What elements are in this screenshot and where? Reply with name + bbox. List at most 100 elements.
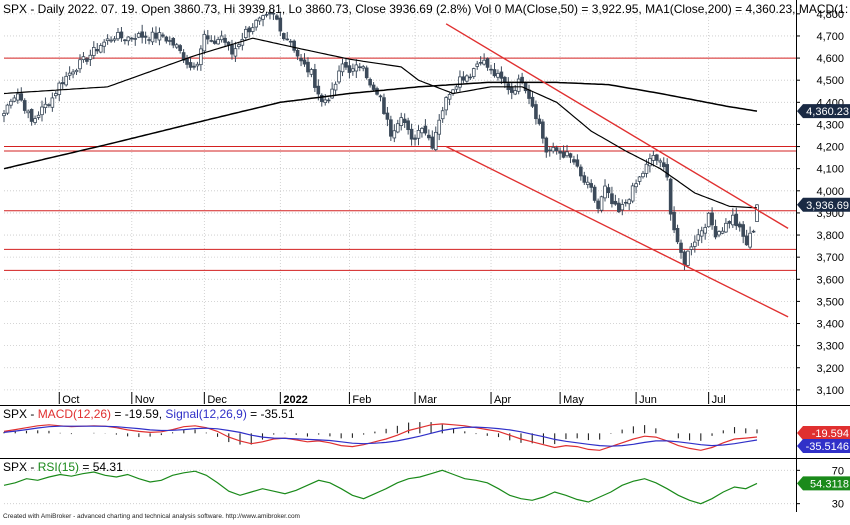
candle-body (226, 41, 231, 46)
candle-body (192, 65, 196, 68)
candle-body (734, 213, 739, 227)
candle-body (5, 104, 10, 114)
candle-body (568, 153, 573, 158)
candle-body (344, 62, 348, 68)
candle-body (199, 48, 203, 66)
date-tick-label: Dec (207, 394, 227, 406)
candle-body (748, 232, 752, 248)
candle-body (592, 186, 597, 201)
candle-body (47, 104, 51, 106)
candle-body (254, 19, 258, 28)
candle-body (281, 33, 286, 40)
candle-body (237, 44, 241, 47)
candle-body (737, 223, 742, 228)
candle-body (527, 89, 531, 99)
candle-body (579, 166, 583, 177)
candle-body (43, 103, 48, 108)
price-tick-label: 3,600 (816, 274, 844, 286)
candle-body (74, 69, 79, 73)
candle-body (606, 187, 611, 194)
price-tick-label: 3,500 (816, 296, 844, 308)
candle-body (71, 71, 75, 75)
candle-body (475, 63, 480, 67)
candle-body (630, 185, 635, 202)
candle-body (427, 134, 431, 139)
candle-body (130, 37, 134, 40)
candle-body (333, 83, 338, 91)
candle-body (364, 67, 369, 79)
candle-body (212, 40, 217, 44)
candle-body (482, 59, 486, 65)
candle-body (323, 99, 328, 103)
candle-body (440, 110, 445, 120)
candle-body (516, 78, 521, 92)
candle-body (116, 32, 120, 40)
candle-body (727, 221, 732, 224)
macd-value-tag: -19.594 (797, 426, 850, 440)
candle-body (613, 200, 618, 205)
date-tick-label: May (563, 394, 584, 406)
candle-body (95, 49, 100, 52)
candle-body (544, 137, 549, 153)
candle-body (665, 164, 669, 178)
candle-body (268, 11, 272, 15)
candle-body (717, 231, 721, 236)
candle-body (337, 70, 341, 83)
candle-body (22, 100, 27, 111)
candle-body (509, 86, 514, 93)
candle-body (558, 150, 562, 154)
candle-body (706, 212, 711, 228)
candle-body (489, 68, 493, 71)
candle-body (454, 86, 459, 90)
candle-body (119, 31, 124, 39)
candle-body (541, 121, 545, 139)
candle-body (465, 75, 469, 82)
candle-body (741, 224, 745, 237)
candle-body (12, 97, 17, 102)
rsi-tick-label: 30 (832, 499, 844, 511)
candle-body (164, 36, 169, 42)
candle-body (216, 39, 220, 45)
candle-body (655, 154, 659, 161)
candle-body (371, 84, 376, 90)
candle-body (357, 66, 362, 68)
price-tick-label: 3,800 (816, 230, 844, 242)
candle-body (471, 68, 476, 77)
date-tick-label: Apr (494, 394, 511, 406)
candle-body (319, 94, 324, 102)
price-tick-label: 4,300 (816, 119, 844, 131)
candle-body (78, 59, 82, 70)
candle-body (154, 32, 158, 39)
candle-body (205, 35, 210, 40)
candle-body (219, 35, 224, 41)
candle-body (744, 235, 749, 246)
channel-upper-line (445, 23, 789, 230)
candle-body (641, 172, 645, 178)
candle-body (696, 234, 701, 241)
value-tag-label: 3,936.69 (806, 200, 849, 212)
candle-body (257, 17, 262, 22)
candle-body (243, 28, 248, 39)
candle-body (16, 93, 20, 101)
signal-line (3, 425, 758, 447)
macd-axis: -19.594-35.5146 (797, 426, 850, 453)
candle-body (313, 69, 317, 88)
candle-body (223, 37, 227, 43)
horizontal-levels (4, 57, 796, 271)
candle-body (755, 204, 759, 223)
candle-body (468, 76, 473, 79)
candle-body (499, 71, 504, 79)
candle-body (50, 97, 55, 108)
candle-body (9, 100, 13, 106)
candle-body (98, 45, 103, 53)
candle-body (689, 246, 694, 250)
candle-body (402, 118, 407, 124)
macd-line (3, 423, 758, 451)
rsi-line (3, 469, 758, 505)
candle-body (651, 154, 656, 161)
candle-body (596, 200, 600, 209)
date-tick-label: 2022 (283, 394, 307, 406)
candle-body (233, 48, 238, 57)
